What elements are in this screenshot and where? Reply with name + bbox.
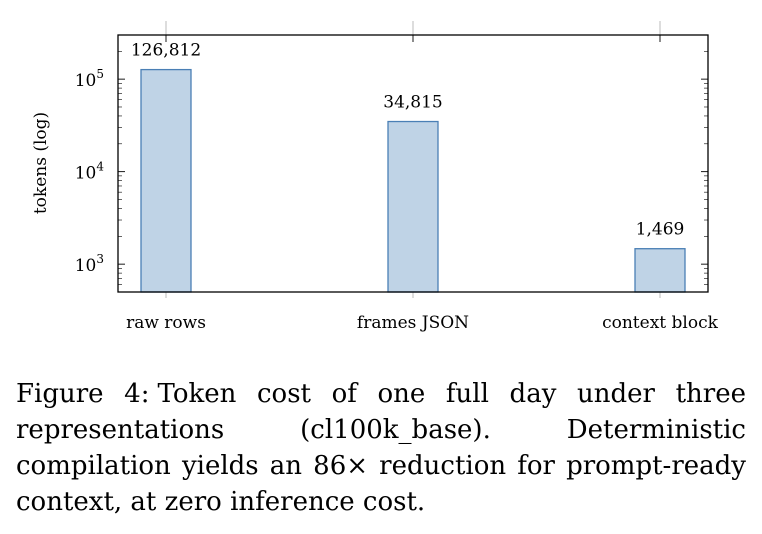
y-tick-base: 10 bbox=[75, 256, 97, 276]
data-label: 1,469 bbox=[636, 220, 685, 240]
major-tick-marks bbox=[118, 78, 708, 265]
y-tick-label: 104 bbox=[75, 160, 105, 184]
y-tick-exponent: 5 bbox=[96, 67, 104, 81]
y-tick-exponent: 3 bbox=[96, 252, 104, 266]
x-tick-label: frames JSON bbox=[357, 313, 469, 333]
y-tick-label: 103 bbox=[75, 252, 104, 276]
y-tick-exponent: 4 bbox=[96, 160, 104, 174]
x-tick-labels: raw rows frames JSON context block bbox=[126, 313, 719, 333]
minor-tick-marks bbox=[118, 34, 708, 293]
x-tick-label: raw rows bbox=[126, 313, 206, 333]
bars bbox=[140, 68, 686, 293]
bar-frames-json bbox=[387, 120, 439, 293]
y-axis-label: tokens (log) bbox=[31, 112, 51, 214]
caption-label: Figure 4: bbox=[16, 379, 150, 409]
data-label: 126,812 bbox=[131, 41, 201, 61]
y-tick-label: 105 bbox=[75, 67, 104, 91]
data-labels: 126,812 34,815 1,469 bbox=[131, 41, 684, 240]
caption-text: Token cost of one full day under three r… bbox=[16, 379, 746, 517]
y-tick-base: 10 bbox=[75, 164, 97, 184]
figure-caption: Figure 4: Token cost of one full day unde… bbox=[16, 376, 746, 520]
y-tick-base: 10 bbox=[75, 71, 97, 91]
bar-context-block bbox=[634, 248, 686, 293]
data-label: 34,815 bbox=[383, 93, 442, 113]
bar-raw-rows bbox=[140, 68, 192, 293]
x-tick-label: context block bbox=[602, 313, 718, 333]
plot-frame bbox=[117, 34, 709, 293]
